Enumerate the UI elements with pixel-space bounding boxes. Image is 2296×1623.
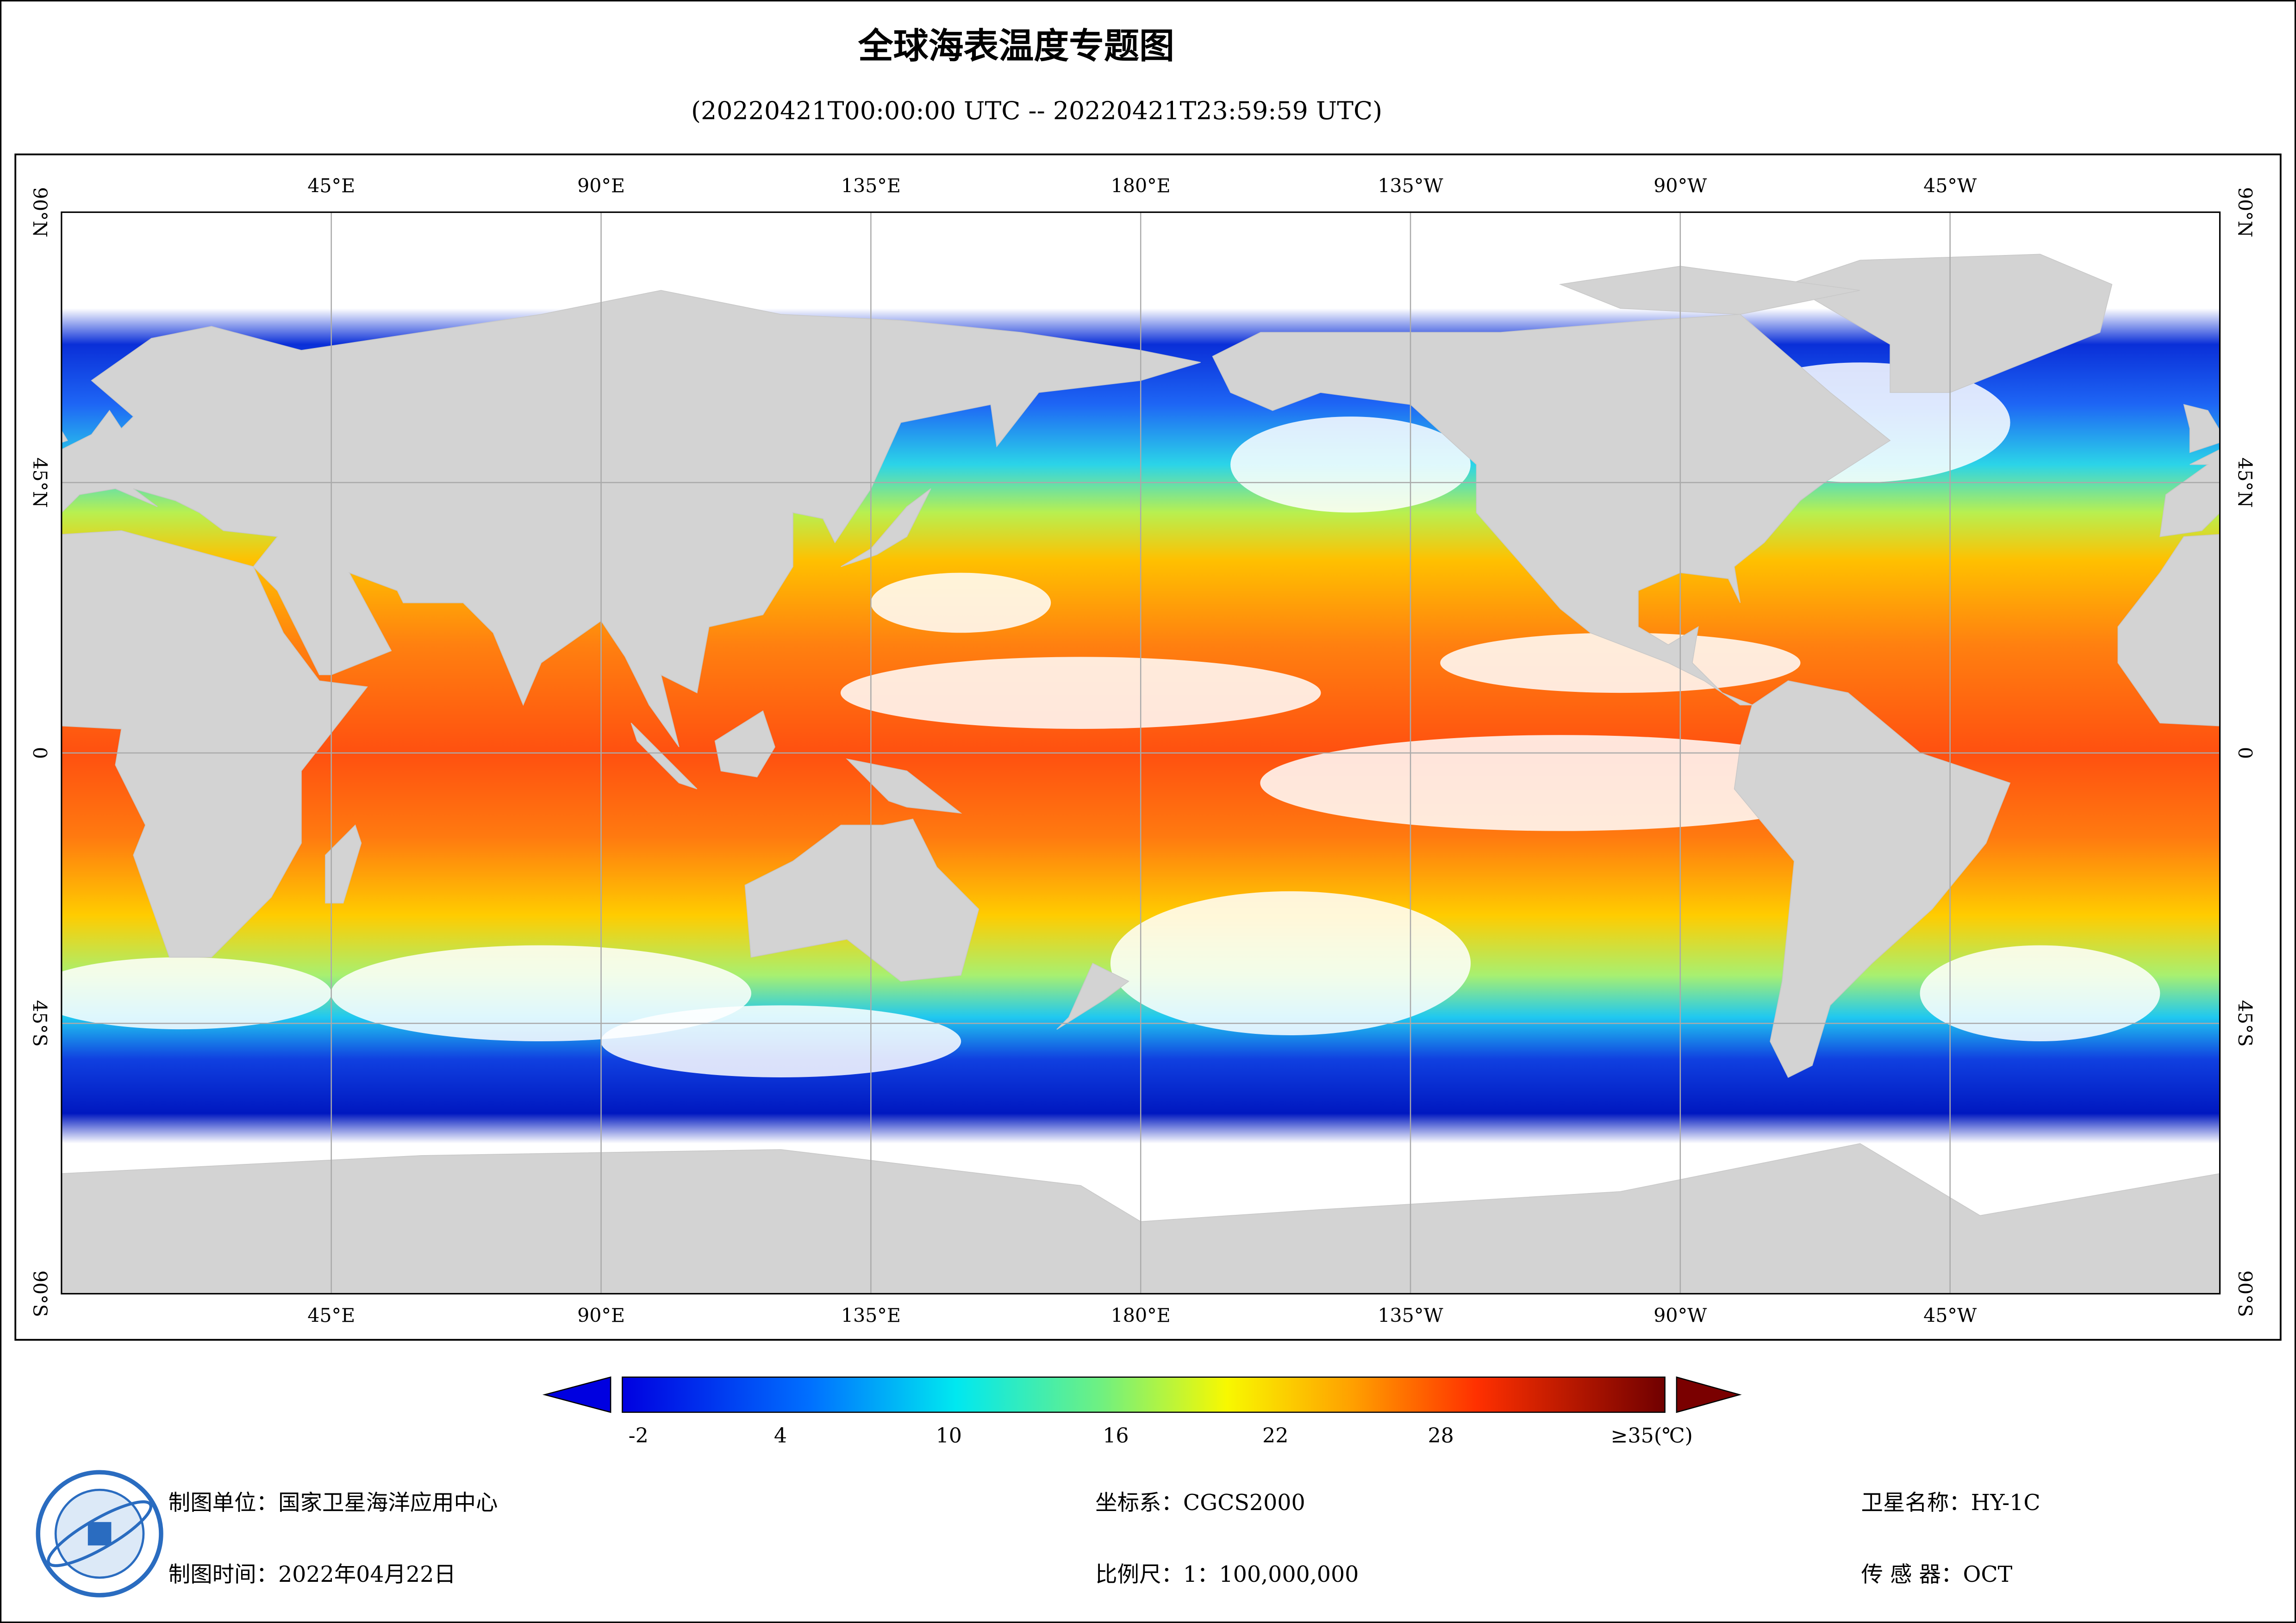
land — [2117, 534, 2220, 727]
lat-label-left: 90°N — [29, 187, 51, 237]
land — [61, 530, 368, 958]
map — [61, 212, 2220, 1294]
cloud — [1230, 417, 1471, 513]
footer-text: 制图单位：国家卫星海洋应用中心 — [168, 1490, 498, 1516]
lat-label-right: 90°S — [2234, 1270, 2256, 1317]
logo — [36, 1470, 163, 1598]
land — [846, 758, 962, 814]
lat-label-left: 45°N — [29, 457, 51, 508]
lat-label-right: 90°N — [2234, 187, 2256, 237]
cloud — [331, 945, 751, 1042]
colorbar-high-arrow — [1676, 1376, 1742, 1413]
lon-label-top: 90°E — [577, 174, 625, 197]
cloud — [1440, 633, 1801, 693]
land — [714, 710, 775, 777]
lat-label-right: 45°S — [2234, 1000, 2256, 1047]
footer-text: 传 感 器：OCT — [1861, 1562, 2013, 1587]
lon-label-bottom: 45°W — [1923, 1305, 1977, 1327]
land — [630, 722, 698, 790]
lat-label-left: 0 — [29, 747, 51, 759]
footer-text: 制图时间：2022年04月22日 — [168, 1562, 456, 1587]
land — [61, 429, 69, 443]
land — [1734, 680, 2011, 1078]
colorbar-label: 28 — [1428, 1424, 1454, 1448]
map-border — [61, 211, 2221, 1295]
lon-label-top: 180°E — [1111, 174, 1171, 197]
colorbar-label: ≥35(℃) — [1610, 1424, 1693, 1448]
colorbar-label: 22 — [1262, 1424, 1288, 1448]
cloud — [1920, 945, 2160, 1042]
lon-label-bottom: 45°E — [307, 1305, 355, 1327]
cloud — [871, 572, 1051, 633]
land — [61, 290, 1201, 747]
lon-label-bottom: 135°E — [841, 1305, 901, 1327]
lon-label-bottom: 180°E — [1111, 1305, 1171, 1327]
cloud — [600, 1005, 961, 1077]
land — [1212, 314, 1891, 706]
lat-label-right: 0 — [2234, 747, 2256, 759]
footer-text: 比例尺：1：100,000,000 — [1095, 1562, 1359, 1587]
cloud — [61, 957, 332, 1030]
subtitle: (20220421T00:00:00 UTC -- 20220421T23:59… — [691, 96, 1382, 125]
lat-label-right: 45°N — [2234, 457, 2256, 508]
colorbar — [622, 1376, 1666, 1413]
colorbar-label: -2 — [629, 1424, 649, 1448]
land — [325, 824, 362, 904]
land — [744, 819, 980, 982]
lon-label-bottom: 90°W — [1653, 1305, 1707, 1327]
lon-label-bottom: 135°W — [1378, 1305, 1443, 1327]
land — [1056, 963, 1129, 1030]
footer-text: 坐标系：CGCS2000 — [1095, 1490, 1305, 1516]
lon-label-bottom: 90°E — [577, 1305, 625, 1327]
map-frame — [14, 153, 2282, 1341]
land — [2159, 449, 2220, 537]
lon-label-top: 45°W — [1923, 174, 1977, 197]
land — [1559, 266, 1860, 315]
lon-label-top: 90°W — [1653, 174, 1707, 197]
colorbar-label: 16 — [1103, 1424, 1129, 1448]
cloud — [1110, 891, 1471, 1035]
colorbar-low-arrow — [542, 1376, 611, 1413]
cloud — [840, 657, 1321, 729]
title: 全球海表温度专题图 — [858, 25, 1174, 66]
lat-label-left: 90°S — [29, 1270, 51, 1317]
colorbar-label: 4 — [774, 1424, 787, 1448]
lon-label-top: 45°E — [307, 174, 355, 197]
lat-label-left: 45°S — [29, 1000, 51, 1047]
lon-label-top: 135°W — [1378, 174, 1443, 197]
footer-text: 卫星名称：HY-1C — [1861, 1490, 2040, 1516]
colorbar-label: 10 — [936, 1424, 962, 1448]
lon-label-top: 135°E — [841, 174, 901, 197]
